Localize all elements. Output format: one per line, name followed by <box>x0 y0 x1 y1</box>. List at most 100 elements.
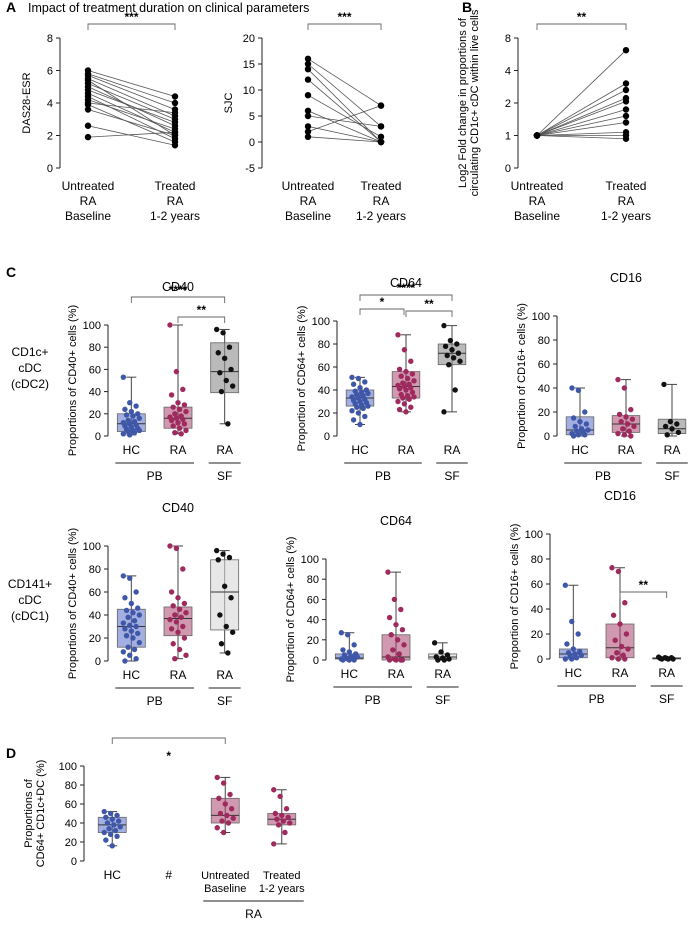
data-point <box>128 628 135 634</box>
y-tick-label: 5 <box>249 111 255 123</box>
data-point <box>127 432 133 438</box>
y-tick-label: 100 <box>83 320 101 332</box>
y-tick-label: 80 <box>531 554 543 566</box>
data-point <box>388 632 394 638</box>
data-point <box>223 623 229 630</box>
data-point <box>225 650 231 656</box>
significance-label: *** <box>124 10 138 24</box>
data-point <box>390 647 396 653</box>
data-point <box>173 545 180 551</box>
data-point <box>175 400 181 406</box>
y-tick-label: 20 <box>243 33 255 45</box>
y-axis-label: SJC <box>223 93 235 114</box>
y-tick-label: 20 <box>538 407 550 419</box>
data-point <box>225 820 232 826</box>
data-point <box>168 589 175 595</box>
panel-label-a: A <box>6 0 16 15</box>
data-point <box>447 337 454 344</box>
x-category-label: Untreated <box>511 179 564 193</box>
data-point <box>622 86 630 94</box>
data-point <box>125 614 131 620</box>
data-point <box>228 595 234 601</box>
data-point <box>171 93 179 100</box>
data-point <box>408 385 414 391</box>
data-point <box>103 814 109 820</box>
row-label-line: cDC <box>18 361 42 375</box>
y-axis-label: circulating CD1c+ cDC within live cells <box>469 9 481 196</box>
row-label-line: (cDC2) <box>11 377 49 391</box>
significance-label: * <box>166 749 171 763</box>
significance-label: **** <box>397 281 416 295</box>
data-point <box>226 554 233 561</box>
x-category-label: Treated <box>606 179 647 193</box>
data-point <box>409 389 416 395</box>
x-category-label: RA <box>658 666 675 680</box>
data-point <box>624 421 631 427</box>
data-point <box>391 596 398 603</box>
data-point <box>585 427 591 433</box>
data-point <box>122 626 128 632</box>
row-label-cdc1: CD141+ cDC (cDC1) <box>8 577 52 623</box>
data-point <box>360 405 366 412</box>
data-point <box>609 655 615 661</box>
y-tick-label: 6 <box>47 66 53 78</box>
y-tick-label: 60 <box>89 587 101 599</box>
data-point <box>218 388 225 395</box>
data-point <box>661 381 667 388</box>
y-tick-label: 40 <box>318 385 330 397</box>
y-tick-label: 8 <box>505 33 511 45</box>
data-point <box>123 633 130 639</box>
data-point <box>176 425 183 431</box>
data-point <box>220 330 226 336</box>
y-tick-label: 20 <box>89 409 101 421</box>
data-point <box>304 55 312 62</box>
data-point <box>171 109 179 116</box>
data-point <box>120 431 127 437</box>
data-point <box>111 822 117 828</box>
data-point <box>362 379 368 385</box>
chart-title: CD64 <box>380 514 412 528</box>
data-point <box>136 415 143 421</box>
x-category-label: Baseline <box>285 209 331 223</box>
pair-line <box>87 131 176 138</box>
data-point <box>569 656 575 662</box>
data-point <box>569 385 575 391</box>
data-point <box>365 403 371 409</box>
group-label: PB <box>147 469 163 483</box>
data-point <box>615 430 621 437</box>
y-tick-label: 100 <box>532 311 550 323</box>
data-point <box>171 119 179 126</box>
x-category-label: HC <box>123 668 141 682</box>
x-category-label: Treated <box>263 870 301 882</box>
x-category-label: Baseline <box>204 883 246 895</box>
data-point <box>411 394 417 400</box>
data-point <box>172 429 178 436</box>
y-tick-label: 100 <box>525 529 543 541</box>
data-point <box>84 101 92 108</box>
data-point <box>214 774 220 781</box>
data-point <box>181 421 188 427</box>
y-tick-label: 0 <box>505 163 511 175</box>
data-point <box>408 404 414 410</box>
data-point <box>84 133 92 141</box>
data-point <box>621 432 628 438</box>
data-point <box>665 656 671 662</box>
data-point <box>213 547 220 554</box>
pair-line <box>307 79 382 143</box>
y-tick-label: 0 <box>95 656 101 668</box>
y-tick-label: 0 <box>544 431 550 443</box>
chart-A1: 02468DAS28-ESRUntreatedRABaselineTreated… <box>21 10 200 223</box>
data-point <box>441 409 447 415</box>
data-point <box>225 421 231 427</box>
data-point <box>170 641 176 647</box>
x-category-label: RA <box>398 443 415 457</box>
data-point <box>130 635 136 641</box>
data-point <box>168 626 175 632</box>
charts-layer: 02468DAS28-ESRUntreatedRABaselineTreated… <box>21 9 688 921</box>
data-point <box>214 825 220 831</box>
group-label: PB <box>589 692 605 706</box>
data-point <box>127 622 133 629</box>
data-point <box>133 403 139 409</box>
data-point <box>570 415 577 421</box>
significance-label: *** <box>337 10 351 24</box>
